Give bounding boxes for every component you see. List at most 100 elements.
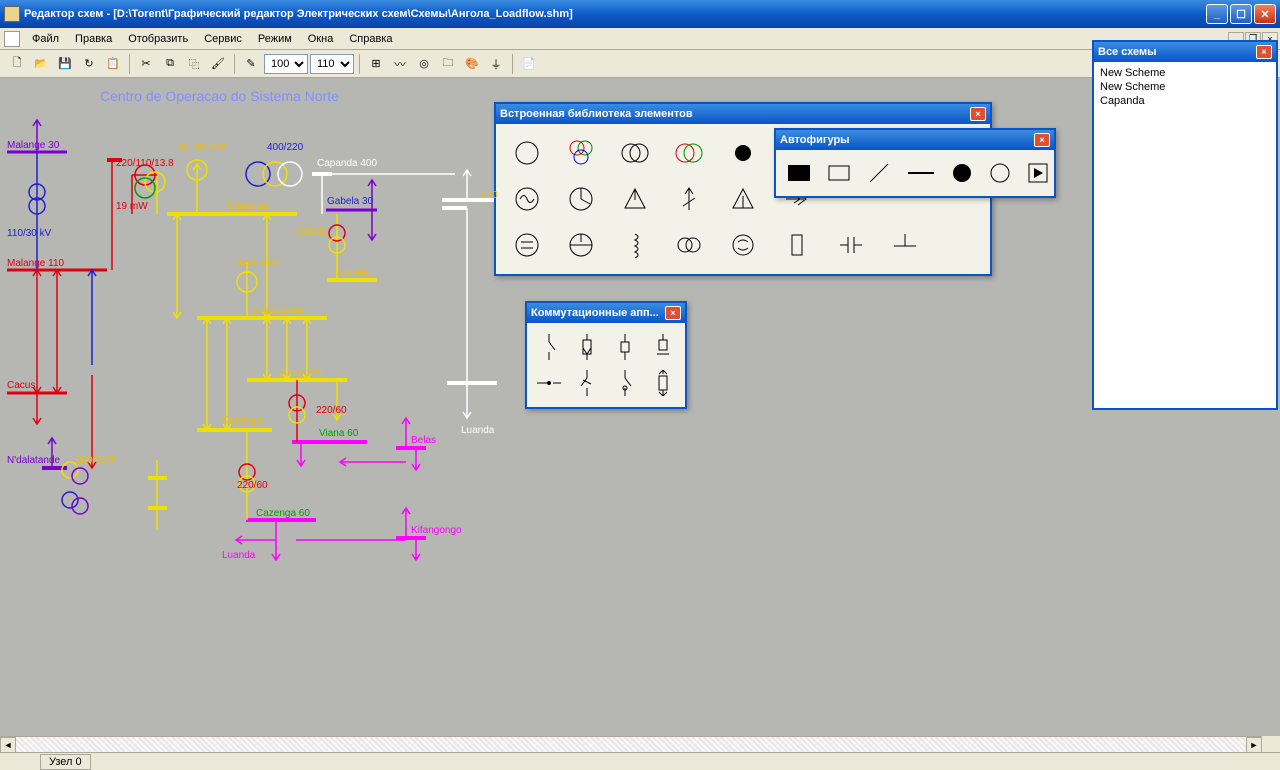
sym-dot-icon[interactable]	[726, 136, 760, 170]
sym-knot-icon[interactable]	[726, 228, 760, 262]
open-icon[interactable]: 📂	[30, 53, 52, 75]
menu-справка[interactable]: Справка	[341, 31, 400, 47]
node-label: Cambambe	[253, 306, 305, 317]
node-label: Capanda	[227, 201, 268, 212]
node-label: Capanda 400	[317, 158, 377, 169]
node-label: Malange 30	[7, 140, 59, 151]
sym-gnd-icon[interactable]	[888, 228, 922, 262]
close-icon[interactable]: ×	[1034, 133, 1050, 147]
sym-tri-icon[interactable]	[726, 182, 760, 216]
sym-gen-icon[interactable]	[510, 182, 544, 216]
menu-окна[interactable]: Окна	[300, 31, 342, 47]
node-label: 19 mW	[116, 201, 148, 212]
horizontal-scrollbar[interactable]: ◄ ►	[0, 736, 1262, 752]
node-label: N'dalatande	[7, 455, 60, 466]
sym-cap-icon[interactable]	[834, 228, 868, 262]
zoom-select-1[interactable]: 100	[264, 54, 308, 74]
shape-rect-icon[interactable]	[828, 160, 850, 186]
menu-отобразить[interactable]: Отобразить	[120, 31, 196, 47]
refresh-icon[interactable]: ↻	[78, 53, 100, 75]
tool-d-icon[interactable]: 🗀	[437, 53, 459, 75]
sym-2circle2-icon[interactable]	[672, 136, 706, 170]
sym-3circle-icon[interactable]	[564, 136, 598, 170]
sym-meter-icon[interactable]	[564, 228, 598, 262]
scheme-item[interactable]: New Scheme	[1100, 66, 1270, 80]
node-label: 220/110/13.8	[116, 158, 174, 169]
window-controls: _ ☐ ✕	[1206, 4, 1276, 24]
app-icon	[4, 6, 20, 22]
minimize-button[interactable]: _	[1206, 4, 1228, 24]
menu-режим[interactable]: Режим	[250, 31, 300, 47]
cut-icon[interactable]: ✂	[135, 53, 157, 75]
scroll-track[interactable]	[16, 737, 1246, 752]
sw7-icon[interactable]	[613, 369, 637, 397]
menu-файл[interactable]: Файл	[24, 31, 67, 47]
list-icon[interactable]: 📄	[518, 53, 540, 75]
scroll-left-icon[interactable]: ◄	[0, 737, 16, 753]
brush-icon[interactable]: 🖌	[207, 53, 229, 75]
shape-fillrect-icon[interactable]	[788, 160, 810, 186]
node-label: 400/220	[267, 142, 303, 153]
tool-c-icon[interactable]: ◎	[413, 53, 435, 75]
copy-icon[interactable]: ⧉	[159, 53, 181, 75]
sw3-icon[interactable]	[613, 333, 637, 361]
paste-icon[interactable]: 📋	[102, 53, 124, 75]
switches-title: Коммутационные апп...	[531, 307, 659, 319]
sym-link-icon[interactable]	[672, 228, 706, 262]
tool-b-icon[interactable]: 〰	[389, 53, 411, 75]
node-label: Gabela 30	[327, 196, 373, 207]
sym-halfcirc-icon[interactable]	[564, 182, 598, 216]
sw6-icon[interactable]	[575, 369, 599, 397]
node-label: Cacus	[7, 380, 35, 391]
menu-правка[interactable]: Правка	[67, 31, 120, 47]
pencil-icon[interactable]: ✎	[240, 53, 262, 75]
copy2-icon[interactable]: ⿻	[183, 53, 205, 75]
status-cell: Узел 0	[40, 754, 91, 770]
schemes-title: Все схемы	[1098, 46, 1157, 58]
canvas[interactable]: Centro de Operacao do Sistema Norte Встр…	[0, 78, 1280, 736]
sym-coil-icon[interactable]	[618, 228, 652, 262]
node-label: Luanda	[222, 550, 255, 561]
zoom-select-2[interactable]: 110	[310, 54, 354, 74]
sym-circle-icon[interactable]	[510, 136, 544, 170]
sw4-icon[interactable]	[651, 333, 675, 361]
sym-delta-icon[interactable]	[618, 182, 652, 216]
sw8-icon[interactable]	[651, 369, 675, 397]
sym-eq-icon[interactable]	[510, 228, 544, 262]
titlebar: Редактор схем - [D:\Torent\Графический р…	[0, 0, 1280, 28]
scheme-item[interactable]: Capanda	[1100, 94, 1270, 108]
statusbar: Узел 0	[0, 752, 1280, 770]
node-label: Cazenga	[222, 415, 262, 426]
close-icon[interactable]: ×	[665, 306, 681, 320]
close-icon[interactable]: ×	[1256, 45, 1272, 59]
close-button[interactable]: ✕	[1254, 4, 1276, 24]
sym-2circle-icon[interactable]	[618, 136, 652, 170]
sym-arrow-icon[interactable]	[672, 182, 706, 216]
schemes-panel[interactable]: Все схемы× New SchemeNew SchemeCapanda	[1092, 40, 1278, 410]
save-icon[interactable]: 💾	[54, 53, 76, 75]
palette-icon[interactable]: 🎨	[461, 53, 483, 75]
scroll-right-icon[interactable]: ►	[1246, 737, 1262, 753]
shape-fcircle-icon[interactable]	[952, 160, 972, 186]
shapes-panel[interactable]: Автофигуры ×	[774, 128, 1056, 198]
tool-a-icon[interactable]: ⊞	[365, 53, 387, 75]
shape-hline-icon[interactable]	[908, 160, 934, 186]
menubar: ФайлПравкаОтобразитьСервисРежимОкнаСправ…	[0, 28, 1280, 50]
menu-сервис[interactable]: Сервис	[196, 31, 250, 47]
switches-panel[interactable]: Коммутационные апп... ×	[525, 301, 687, 409]
ground-icon[interactable]: ⏚	[485, 53, 507, 75]
sym-rect-icon[interactable]	[780, 228, 814, 262]
close-icon[interactable]: ×	[970, 107, 986, 121]
shape-line-icon[interactable]	[868, 160, 890, 186]
sw2-icon[interactable]	[575, 333, 599, 361]
shapes-title: Автофигуры	[780, 134, 850, 146]
shape-play-icon[interactable]	[1028, 160, 1048, 186]
shape-circle-icon[interactable]	[990, 160, 1010, 186]
sw1-icon[interactable]	[537, 333, 561, 361]
node-label: 220/60	[237, 480, 268, 491]
sw5-icon[interactable]	[537, 369, 561, 397]
scheme-item[interactable]: New Scheme	[1100, 80, 1270, 94]
new-icon[interactable]: 🗋	[6, 53, 28, 75]
node-label: 4x130 mW	[178, 142, 226, 153]
maximize-button[interactable]: ☐	[1230, 4, 1252, 24]
